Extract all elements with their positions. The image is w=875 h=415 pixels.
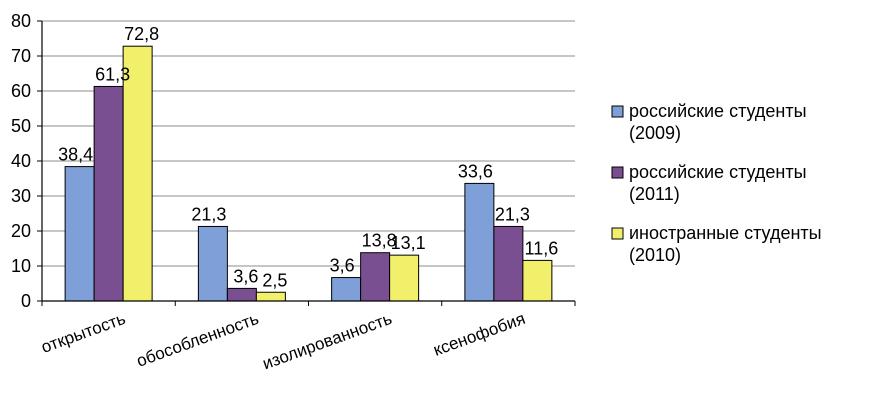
bar-series3-обособленность — [255, 291, 286, 302]
bar-series2-ксенофобия — [493, 225, 524, 302]
bar-series2-изолированность — [360, 252, 391, 302]
bar-series3-изолированность — [389, 254, 420, 302]
data-label: 2,5 — [262, 270, 287, 290]
legend-label-1: российские студенты — [629, 101, 807, 121]
y-tick-labels: 0 10 20 30 40 50 60 70 80 — [11, 11, 31, 311]
bar-series3-открытость — [122, 45, 153, 302]
data-label: 61,3 — [95, 64, 130, 84]
y-tick-label: 10 — [11, 256, 31, 276]
data-label: 11,6 — [525, 238, 559, 258]
bar-series1-открытость — [64, 166, 95, 302]
data-label: 21,3 — [191, 204, 226, 224]
legend-label-1-year: (2009) — [629, 123, 681, 143]
bar-series1-ксенофобия — [464, 182, 495, 302]
y-tick-label: 20 — [11, 221, 31, 241]
legend-label-3: иностранные студенты — [629, 223, 822, 243]
data-label: 3,6 — [233, 266, 258, 286]
data-label: 72,8 — [124, 24, 159, 44]
y-tick-label: 0 — [21, 291, 31, 311]
bar-series1-обособленность — [197, 225, 228, 302]
data-label: 13,1 — [391, 233, 426, 253]
data-labels: 38,4 21,3 3,6 33,6 61,3 3,6 13,8 21,3 72,8 2,5 13,… — [58, 24, 558, 290]
category-label-открытость: открытость — [39, 309, 128, 357]
legend: российские студенты(2009)российские студ… — [611, 101, 822, 265]
y-tick-label: 50 — [11, 116, 31, 136]
legend-swatch-1 — [611, 105, 624, 118]
bar-series3-ксенофобия — [522, 259, 553, 302]
category-label-изолированность: изолированность — [260, 309, 395, 373]
y-tick-label: 30 — [11, 186, 31, 206]
y-tick-label: 80 — [11, 11, 31, 31]
data-label: 3,6 — [330, 256, 355, 276]
bar-series2-обособленность — [226, 287, 257, 302]
y-tick-label: 70 — [11, 46, 31, 66]
axes — [37, 20, 576, 306]
data-label: 13,8 — [362, 231, 397, 251]
y-tick-label: 60 — [11, 81, 31, 101]
bar-series1-изолированность — [331, 277, 362, 302]
legend-label-2-year: (2011) — [629, 184, 680, 204]
legend-label-2: российские студенты — [629, 162, 807, 182]
legend-label-3-year: (2010) — [629, 245, 681, 265]
category-label-обособленность: обособленность — [134, 309, 261, 371]
category-label-ксенофобия: ксенофобия — [431, 309, 528, 360]
bars — [64, 45, 553, 302]
legend-swatch-3 — [611, 227, 624, 240]
legend-swatch-2 — [611, 166, 624, 179]
bar-series2-открытость — [93, 85, 124, 302]
y-tick-label: 40 — [11, 151, 31, 171]
data-label: 21,3 — [495, 204, 530, 224]
data-label: 33,6 — [458, 161, 493, 181]
data-label: 38,4 — [58, 145, 93, 165]
